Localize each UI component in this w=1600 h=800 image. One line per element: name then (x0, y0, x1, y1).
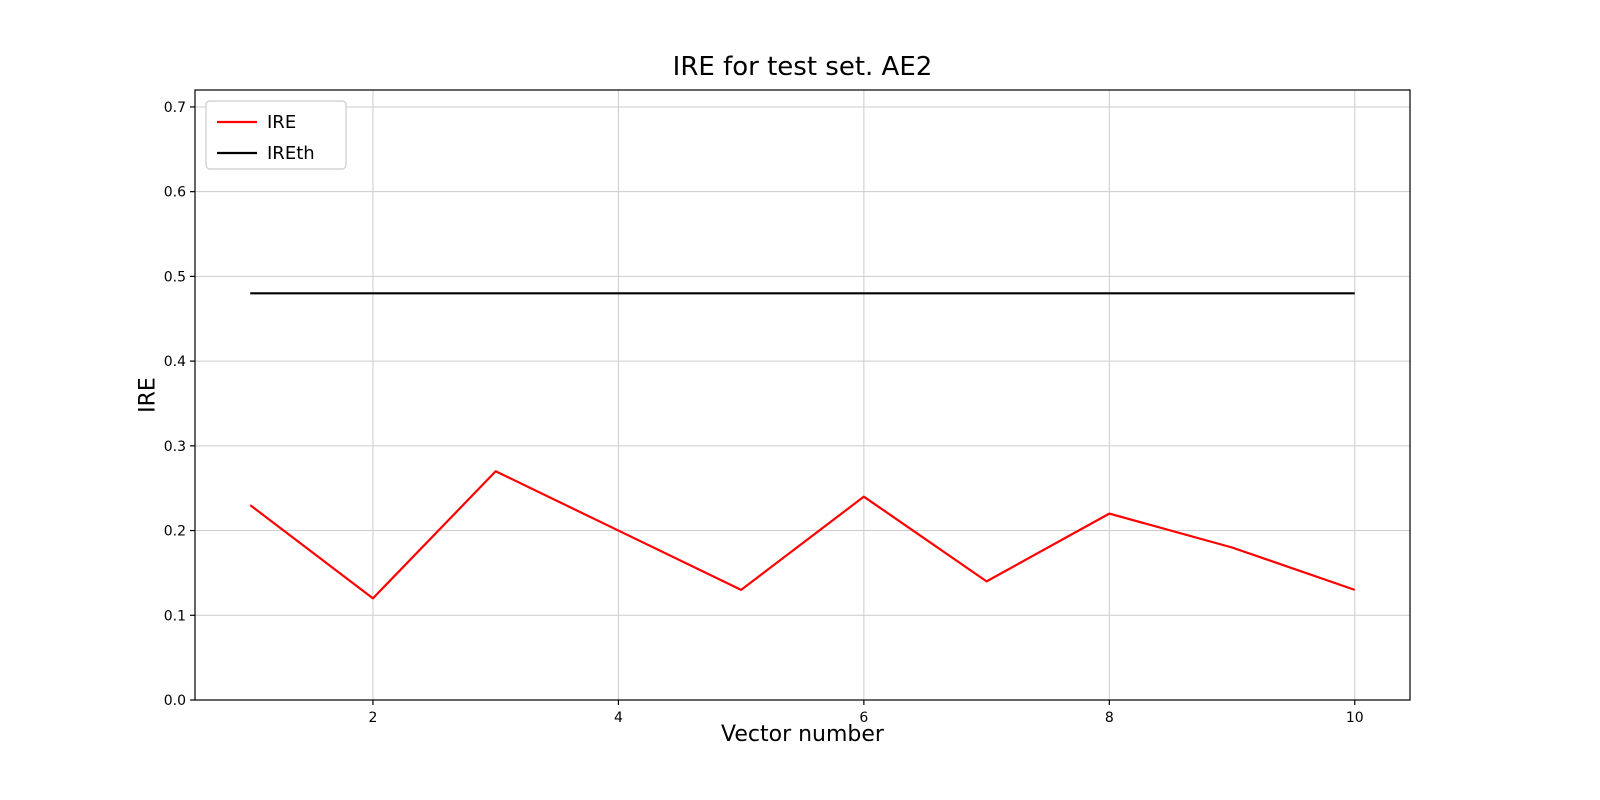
series-line-IRE (249, 470, 1356, 600)
legend: IRE IREth (205, 100, 347, 170)
x-tick-label: 10 (1346, 710, 1364, 726)
axes-spines (194, 89, 1411, 701)
x-tick-label: 8 (1105, 710, 1114, 726)
chart-title: IRE for test set. AE2 (672, 52, 933, 82)
x-tick-label: 6 (859, 710, 868, 726)
y-tick-label: 0.1 (164, 608, 186, 624)
x-tick-label: 4 (614, 710, 623, 726)
plot-area (195, 90, 1410, 700)
y-tick-label: 0.7 (164, 100, 186, 116)
y-tick-label: 0.0 (164, 693, 186, 709)
y-tick-label: 0.5 (164, 269, 186, 285)
x-axis-label: Vector number (721, 722, 884, 747)
y-tick-label: 0.2 (164, 524, 186, 540)
x-tick-label: 2 (368, 710, 377, 726)
y-tick-label: 0.4 (164, 354, 186, 370)
y-tick-label: 0.6 (164, 185, 186, 201)
y-tick-label: 0.3 (164, 439, 186, 455)
legend-label-IRE: IRE (267, 112, 296, 133)
legend-label-IREth: IREth (267, 143, 315, 164)
